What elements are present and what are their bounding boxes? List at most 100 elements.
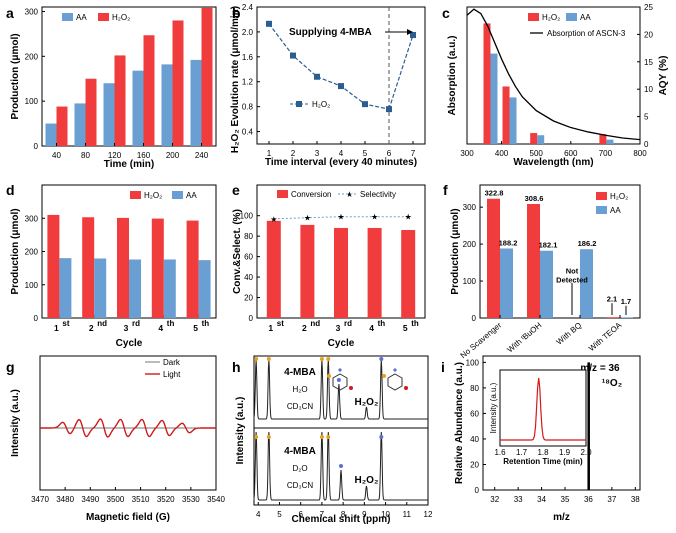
y-tick-label: 200 bbox=[25, 248, 39, 257]
panel-letter-b: b bbox=[232, 5, 241, 21]
y-axis-label: H₂O₂ Evolution rate (μmol/min) bbox=[230, 6, 241, 153]
legend-label: Selectivity bbox=[360, 190, 396, 199]
x-axis-label: m/z bbox=[553, 512, 570, 523]
inset-x-tick-label: 2.0 bbox=[580, 448, 592, 457]
x-tick-label: 5 bbox=[363, 149, 368, 158]
selectivity-star: ★ bbox=[304, 214, 311, 223]
trace-label: 4-MBA bbox=[284, 367, 316, 378]
legend-swatch bbox=[172, 191, 183, 199]
trace-label: CD₃CN bbox=[287, 481, 314, 490]
legend-swatch bbox=[566, 13, 577, 21]
bar-h2o2 bbox=[82, 217, 95, 318]
x-tick-label: 33 bbox=[514, 495, 523, 504]
molecule-atom bbox=[393, 368, 397, 372]
legend-swatch bbox=[62, 13, 73, 21]
bar-h2o2 bbox=[151, 218, 164, 318]
series-line bbox=[268, 23, 390, 110]
peak-marker bbox=[319, 435, 324, 439]
y-axis-label: Relative Abundance (a.u.) bbox=[454, 362, 465, 484]
y-tick-label: 300 bbox=[463, 203, 477, 212]
y-tick-label: 20 bbox=[644, 30, 653, 39]
not-detected-label: Detected bbox=[556, 276, 588, 285]
x-tick-label: 37 bbox=[607, 495, 616, 504]
x-tick-label: 3540 bbox=[207, 495, 225, 504]
x-tick-suffix: th bbox=[378, 319, 386, 328]
molecule-atom bbox=[327, 374, 331, 378]
data-label: 188.2 bbox=[499, 238, 518, 247]
data-point bbox=[338, 83, 344, 90]
x-tick-label: With ᵗBuOH bbox=[506, 320, 544, 354]
x-axis-label: Cycle bbox=[328, 338, 355, 349]
bar-h2o2 bbox=[487, 198, 500, 318]
molecule-atom bbox=[338, 368, 342, 372]
y-tick-label: 1.6 bbox=[242, 53, 254, 62]
data-point bbox=[314, 73, 320, 80]
bar-aa bbox=[94, 258, 107, 318]
x-tick-label: 1 bbox=[267, 149, 272, 158]
y-tick-label: 25 bbox=[644, 3, 653, 12]
x-tick-label: 9 bbox=[362, 510, 367, 519]
legend-star: ★ bbox=[346, 190, 353, 199]
bar-aa bbox=[509, 97, 517, 144]
x-tick-label: 3500 bbox=[107, 495, 125, 504]
trace-label: CD₃CN bbox=[287, 402, 314, 411]
x-axis-label: Chemical shift (ppm) bbox=[292, 514, 391, 525]
bar-conversion bbox=[334, 227, 348, 318]
y-tick-label: 100 bbox=[463, 277, 477, 286]
y-tick-label: 200 bbox=[463, 240, 477, 249]
bar-h2o2 bbox=[201, 7, 213, 146]
panel-letter-f: f bbox=[443, 182, 448, 198]
y-tick-label: 100 bbox=[466, 358, 480, 367]
x-tick-suffix: st bbox=[277, 319, 284, 328]
legend-marker bbox=[296, 101, 302, 107]
bar-aa bbox=[620, 317, 633, 318]
peak-marker bbox=[254, 435, 259, 439]
x-tick-label: 5 bbox=[403, 323, 408, 333]
bar-h2o2 bbox=[114, 55, 126, 146]
x-tick-label: 7 bbox=[320, 510, 325, 519]
x-tick-label: 3 bbox=[315, 149, 320, 158]
x-tick-label: 500 bbox=[530, 149, 544, 158]
legend-swatch bbox=[130, 191, 141, 199]
x-tick-label: 80 bbox=[81, 151, 90, 160]
legend-label: Light bbox=[163, 370, 181, 379]
annotation-text: Supplying 4-MBA bbox=[289, 27, 372, 38]
selectivity-star: ★ bbox=[371, 213, 378, 222]
x-tick-suffix: nd bbox=[97, 319, 107, 328]
x-tick-label: 700 bbox=[599, 149, 613, 158]
bar-conversion bbox=[300, 224, 315, 318]
data-label: 322.8 bbox=[485, 189, 504, 198]
x-tick-suffix: rd bbox=[132, 319, 140, 328]
peak-marker bbox=[326, 435, 331, 439]
y-tick-label: 40 bbox=[244, 273, 253, 282]
x-tick-label: 35 bbox=[561, 495, 570, 504]
trace-label: D₂O bbox=[292, 464, 307, 473]
y-tick-label: 0.8 bbox=[242, 103, 254, 112]
selectivity-line bbox=[273, 216, 409, 220]
bar-h2o2 bbox=[483, 23, 491, 144]
x-tick-label: 160 bbox=[137, 151, 151, 160]
peak-marker bbox=[336, 378, 341, 382]
x-tick-label: 4 bbox=[339, 149, 344, 158]
bar-h2o2 bbox=[599, 134, 607, 144]
bar-aa bbox=[490, 53, 498, 144]
bar-aa bbox=[540, 250, 553, 318]
bar-aa bbox=[45, 123, 57, 146]
legend-swatch bbox=[596, 206, 607, 214]
x-tick-label: 34 bbox=[537, 495, 546, 504]
x-tick-label: 3530 bbox=[182, 495, 200, 504]
bar-aa bbox=[500, 248, 513, 318]
x-tick-label: 4 bbox=[256, 510, 261, 519]
peak-marker bbox=[319, 357, 324, 361]
y-axis-label: Intensity (a.u.) bbox=[10, 389, 21, 457]
x-tick-suffix: rd bbox=[344, 319, 352, 328]
peak-marker bbox=[339, 464, 343, 468]
x-tick-label: 3470 bbox=[31, 495, 49, 504]
y-tick-label: 100 bbox=[240, 212, 254, 221]
x-tick-label: 38 bbox=[631, 495, 640, 504]
y-tick-label: 200 bbox=[25, 52, 39, 61]
x-tick-suffix: st bbox=[62, 319, 69, 328]
data-label: 186.2 bbox=[578, 239, 597, 248]
y-tick-label: 60 bbox=[244, 253, 253, 262]
bar-aa bbox=[132, 70, 144, 146]
